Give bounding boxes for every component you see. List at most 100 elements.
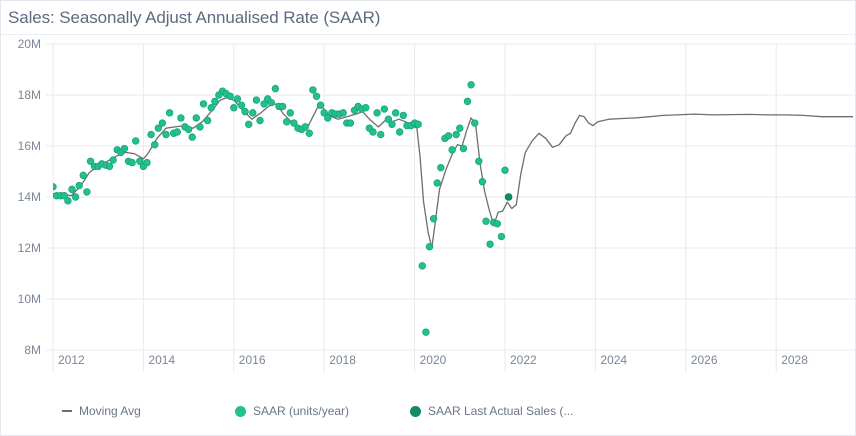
saar-point (68, 185, 76, 194)
saar-point (245, 120, 253, 129)
x-tick-label: 2022 (510, 353, 537, 367)
saar-point (203, 116, 212, 125)
saar-series (53, 81, 509, 336)
saar-point (154, 124, 163, 132)
saar-point (184, 125, 193, 134)
saar-point (501, 166, 509, 174)
saar-point (282, 118, 291, 126)
saar-point (384, 115, 393, 123)
saar-point (429, 214, 438, 223)
saar-point (486, 240, 494, 248)
saar-point (316, 101, 325, 109)
x-tick-label: 2018 (329, 353, 356, 367)
y-tick-label: 12M (18, 241, 41, 255)
y-axis: 8M 10M 12M 14M 16M 18M 20M (18, 37, 41, 357)
y-tick-label: 20M (18, 37, 41, 51)
saar-point (267, 98, 276, 107)
legend-label: SAAR Last Actual Sales (... (428, 404, 574, 418)
saar-point (433, 179, 441, 187)
saar-point (211, 97, 219, 106)
saar-point (199, 100, 208, 108)
saar-point (64, 197, 72, 205)
saar-point (233, 95, 242, 103)
x-tick-label: 2016 (239, 353, 266, 367)
saar-point (301, 123, 309, 131)
saar-point (452, 130, 460, 139)
saar-point (482, 217, 490, 225)
saar-point (286, 109, 294, 117)
legend-item-last-actual[interactable]: SAAR Last Actual Sales (... (410, 404, 573, 418)
saar-point (53, 183, 57, 191)
saar-point (459, 144, 468, 153)
saar-point (260, 100, 268, 108)
saar-point (158, 119, 167, 127)
saar-point (256, 116, 264, 125)
saar-point (448, 146, 456, 154)
saar-point (188, 133, 196, 141)
saar-point (120, 144, 129, 153)
saar-point (60, 192, 69, 200)
saar-point (437, 163, 445, 172)
saar-point (128, 158, 136, 167)
legend-label: SAAR (units/year) (253, 404, 350, 418)
saar-point (493, 220, 502, 228)
saar-point (324, 114, 332, 122)
saar-point (456, 124, 464, 132)
saar-point (373, 109, 381, 117)
dot-marker-icon (235, 405, 246, 417)
saar-point (418, 262, 426, 270)
saar-point (362, 104, 370, 112)
saar-point (475, 157, 483, 165)
x-tick-label: 2026 (691, 353, 718, 367)
legend-item-saar[interactable]: SAAR (units/year) (235, 404, 349, 418)
moving-avg-line (53, 96, 853, 249)
title-divider (1, 34, 856, 35)
saar-point (444, 132, 453, 140)
saar-point (196, 123, 204, 131)
saar-point (391, 109, 400, 117)
saar-point (136, 157, 144, 165)
saar-point (132, 137, 140, 145)
x-tick-label: 2024 (600, 353, 627, 367)
saar-point (109, 156, 117, 164)
y-tick-label: 18M (18, 88, 41, 102)
saar-point (86, 157, 95, 165)
x-tick-label: 2014 (148, 353, 175, 367)
legend-label: Moving Avg (79, 404, 141, 418)
grid (46, 43, 856, 372)
saar-point (162, 130, 170, 139)
saar-point (249, 109, 257, 117)
saar-point (105, 162, 114, 171)
saar-point (369, 128, 377, 136)
legend-item-moving-avg[interactable]: Moving Avg (62, 404, 141, 418)
saar-point (241, 107, 249, 116)
saar-point (339, 109, 347, 117)
saar-point (312, 92, 321, 100)
saar-point (320, 109, 328, 117)
saar-point (173, 128, 181, 136)
last-actual-series (504, 193, 513, 201)
moving-avg-series (53, 96, 853, 249)
line-marker-icon (62, 410, 72, 412)
saar-point (380, 105, 389, 113)
y-tick-label: 14M (18, 190, 41, 204)
saar-point (143, 158, 151, 167)
saar-point (252, 96, 261, 104)
x-axis: 2012 2014 2016 2018 2020 2022 2024 2026 2028 (58, 353, 808, 367)
saar-point (71, 193, 80, 201)
saar-point (422, 328, 430, 336)
saar-point (388, 120, 396, 129)
saar-point (399, 111, 407, 120)
x-tick-label: 2028 (781, 353, 808, 367)
saar-point (79, 171, 87, 180)
saar-point (271, 84, 280, 93)
saar-point (237, 101, 246, 109)
legend: Moving Avg SAAR (units/year) SAAR Last A… (0, 404, 856, 424)
saar-point (425, 243, 434, 251)
y-tick-label: 16M (18, 139, 41, 153)
saar-point (226, 92, 234, 100)
x-tick-label: 2020 (420, 353, 447, 367)
saar-point (150, 141, 159, 149)
